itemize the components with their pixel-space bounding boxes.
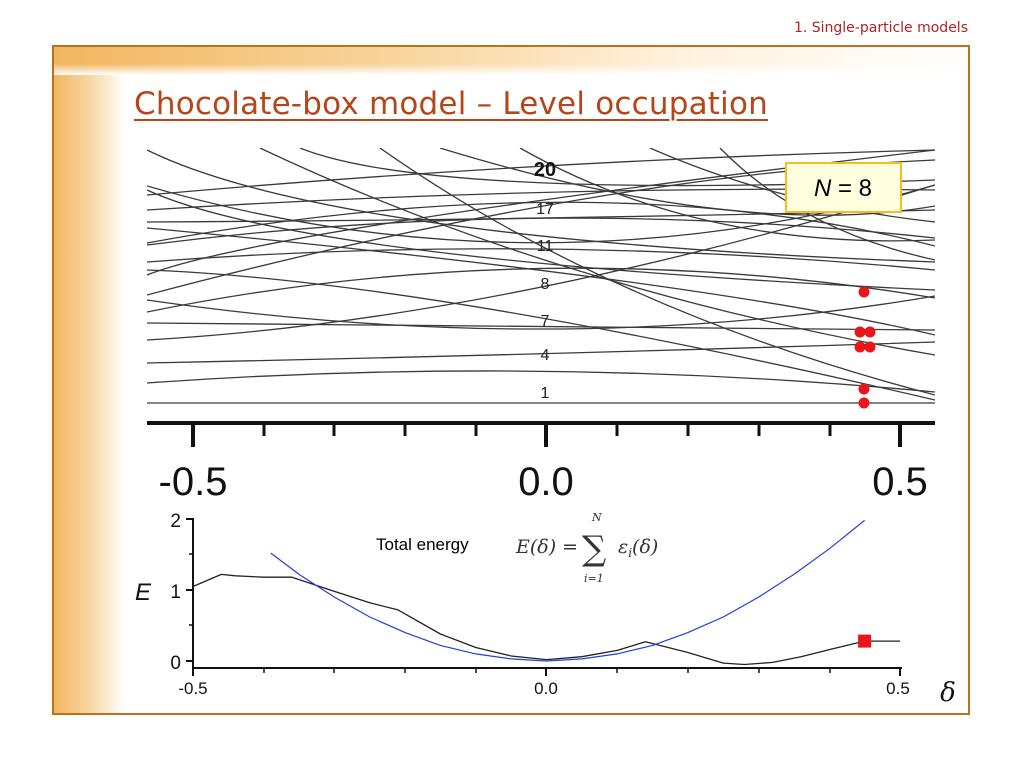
svg-text:N: N — [591, 511, 602, 524]
level-curve — [519, 148, 935, 242]
level-label-8: 8 — [541, 276, 550, 293]
frame-gradient-left — [54, 47, 124, 713]
svg-text:N = 8: N = 8 — [814, 175, 872, 202]
svg-text:i=1: i=1 — [584, 572, 604, 585]
level-curve — [147, 149, 935, 196]
section-header: 1. Single-particle models — [793, 20, 968, 36]
occupation-dot — [854, 341, 866, 353]
total-energy-formula: E(δ) = ∑ N i=1 εi(δ) — [515, 511, 658, 585]
levels-tick-label: 0.5 — [872, 460, 928, 504]
energy-marker — [858, 634, 872, 648]
energy-y-axis: 2 1 0 E — [135, 511, 194, 674]
svg-text:E(δ) =: E(δ) = — [515, 536, 578, 558]
energy-x-axis: -0.5 0.0 0.5 δ — [178, 667, 956, 708]
total-energy-label: Total energy — [376, 535, 469, 554]
levels-panel: 20 17 11 8 7 4 1 N = 8 — [147, 148, 935, 504]
occupation-dot — [858, 286, 870, 298]
level-curve — [147, 267, 935, 313]
level-curve — [147, 269, 935, 401]
level-curve — [147, 184, 935, 244]
level-curve — [147, 189, 935, 291]
level-curve — [719, 148, 935, 261]
level-curve — [259, 148, 935, 356]
occupation-dot — [858, 383, 870, 395]
total-energy-curve — [192, 573, 900, 666]
level-curve — [147, 227, 935, 336]
energy-x-tick-label: -0.5 — [178, 679, 207, 698]
parabola-curve — [270, 519, 865, 662]
energy-x-tick-label: 0.0 — [534, 679, 558, 698]
slide-frame — [52, 45, 970, 715]
level-curve — [147, 184, 935, 341]
energy-y-tick-label: 0 — [170, 653, 181, 674]
energy-y-tick-label: 1 — [170, 582, 181, 603]
level-label-7: 7 — [541, 313, 550, 330]
energy-x-label: δ — [940, 678, 956, 708]
occupation-dot — [858, 397, 870, 409]
energy-y-label: E — [135, 579, 152, 606]
level-curve — [147, 295, 935, 330]
levels-x-axis: -0.5 0.0 0.5 — [147, 421, 935, 504]
level-curve — [147, 201, 935, 247]
occupation-dot — [864, 326, 876, 338]
level-curve — [147, 341, 935, 364]
level-curve — [147, 149, 935, 276]
svg-text:εi(δ): εi(δ) — [618, 536, 658, 560]
level-curve — [147, 248, 935, 271]
occupation-dots — [854, 286, 876, 409]
level-curve — [379, 148, 935, 396]
level-label-20: 20 — [534, 159, 556, 181]
level-label-4: 4 — [541, 347, 550, 364]
occupation-dot — [864, 341, 876, 353]
energy-x-tick-label: 0.5 — [886, 679, 910, 698]
energy-y-tick-label: 2 — [170, 511, 181, 532]
level-label-17: 17 — [536, 201, 554, 218]
slide-title: Chocolate-box model – Level occupation — [134, 86, 768, 122]
level-curve — [147, 149, 935, 263]
particle-count-box: N = 8 — [785, 162, 902, 213]
particle-count-value: = 8 — [831, 175, 872, 202]
occupation-dot — [854, 326, 866, 338]
level-curve — [147, 370, 935, 393]
level-label-11: 11 — [537, 238, 554, 255]
total-energy-panel: 2 1 0 E -0.5 0.0 0.5 δ Total energy — [135, 511, 956, 708]
levels-tick-label: -0.5 — [159, 460, 228, 504]
svg-text:∑: ∑ — [582, 529, 606, 569]
levels-tick-label: 0.0 — [518, 460, 574, 504]
particle-count-symbol: N — [814, 175, 832, 202]
level-label-1: 1 — [541, 385, 550, 402]
